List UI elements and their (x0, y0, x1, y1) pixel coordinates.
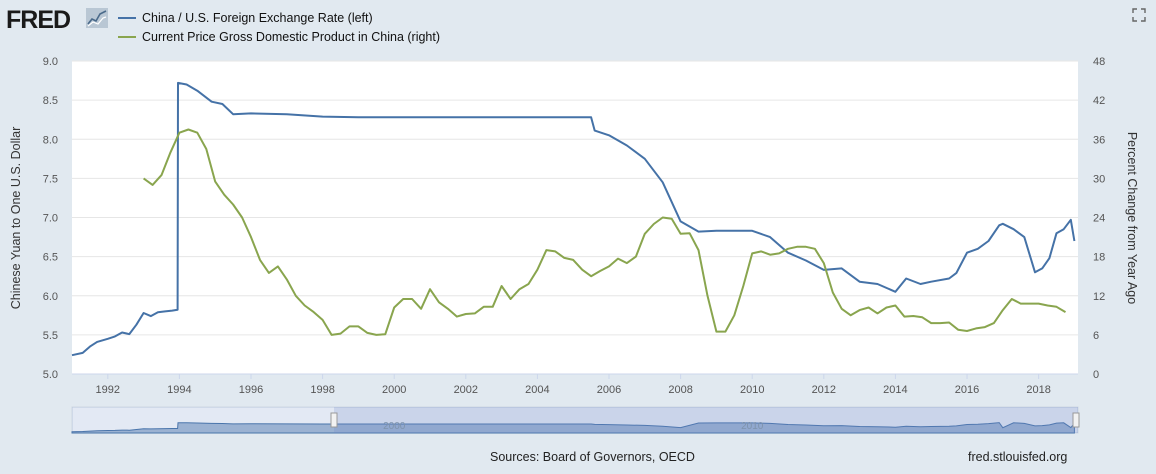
navigator-label: 2010 (741, 421, 764, 432)
series-lines (71, 81, 1076, 357)
x-tick-label: 1992 (96, 384, 120, 396)
left-tick-label: 8.5 (43, 95, 58, 107)
navigator-handle-right[interactable] (1072, 412, 1080, 428)
right-tick-label: 42 (1093, 95, 1105, 107)
left-tick-label: 7.0 (43, 213, 58, 225)
right-tick-label: 18 (1093, 252, 1105, 264)
left-tick-label: 5.0 (43, 369, 58, 381)
x-tick-label: 2004 (525, 384, 549, 396)
x-tick-label: 2012 (812, 384, 836, 396)
navigator-selected-range[interactable] (334, 407, 1078, 433)
navigator-handle-left[interactable] (330, 412, 338, 428)
x-tick-label: 1996 (239, 384, 263, 396)
right-tick-label: 30 (1093, 173, 1105, 185)
gridlines (72, 60, 1078, 375)
legend-swatch-gdp (118, 35, 136, 38)
right-tick-label: 12 (1093, 291, 1105, 303)
left-tick-label: 6.0 (43, 291, 58, 303)
series-line-gdp[interactable] (143, 128, 1067, 336)
legend-swatch-exchange-rate (118, 16, 136, 19)
navigator-series (71, 422, 1075, 434)
navigator-mask (72, 407, 334, 433)
site-link[interactable]: fred.stlouisfed.org (968, 450, 1068, 464)
navigator[interactable]: 2000 2010 (71, 406, 1080, 434)
right-axis-ticks: 0 6 12 18 24 30 36 42 48 (1093, 56, 1105, 381)
x-tick-label: 2008 (668, 384, 692, 396)
left-tick-label: 6.5 (43, 252, 58, 264)
x-tick-label: 2016 (955, 384, 979, 396)
left-tick-label: 7.5 (43, 173, 58, 185)
x-tick-label: 2010 (740, 384, 764, 396)
x-tick-label: 1994 (167, 384, 191, 396)
right-tick-label: 0 (1093, 369, 1099, 381)
legend-item-gdp[interactable]: Current Price Gross Domestic Product in … (118, 27, 440, 46)
left-axis-label: Chinese Yuan to One U.S. Dollar (9, 127, 23, 310)
legend-label-gdp: Current Price Gross Domestic Product in … (142, 29, 441, 44)
right-tick-label: 48 (1093, 56, 1105, 68)
x-tick-label: 2002 (454, 384, 478, 396)
series-line-exchange-rate[interactable] (71, 81, 1076, 357)
fred-graph-icon (86, 8, 108, 28)
fred-logo[interactable]: FRED (6, 6, 71, 34)
navigator-label: 2000 (383, 421, 406, 432)
x-tick-label: 2006 (597, 384, 621, 396)
right-tick-label: 24 (1093, 213, 1105, 225)
right-tick-label: 36 (1093, 134, 1105, 146)
right-tick-label: 6 (1093, 330, 1099, 342)
right-axis-label: Percent Change from Year Ago (1125, 132, 1139, 304)
legend-item-exchange-rate[interactable]: China / U.S. Foreign Exchange Rate (left… (118, 8, 440, 27)
chart-legend: China / U.S. Foreign Exchange Rate (left… (118, 8, 440, 46)
x-tick-label: 2014 (883, 384, 907, 396)
left-tick-label: 8.0 (43, 134, 58, 146)
left-tick-label: 5.5 (43, 330, 58, 342)
sources-text: Sources: Board of Governors, OECD (490, 450, 695, 464)
legend-label-exchange-rate: China / U.S. Foreign Exchange Rate (left… (142, 10, 373, 25)
left-tick-label: 9.0 (43, 56, 58, 68)
fullscreen-icon[interactable] (1132, 8, 1146, 22)
left-axis-ticks: 5.0 5.5 6.0 6.5 7.0 7.5 8.0 8.5 9.0 (43, 56, 58, 381)
x-axis-ticks: 1992 1994 1996 1998 2000 2002 2004 2006 2008 2010… (72, 373, 1078, 396)
x-tick-label: 2018 (1026, 384, 1050, 396)
x-tick-label: 2000 (382, 384, 406, 396)
x-tick-label: 1998 (310, 384, 334, 396)
